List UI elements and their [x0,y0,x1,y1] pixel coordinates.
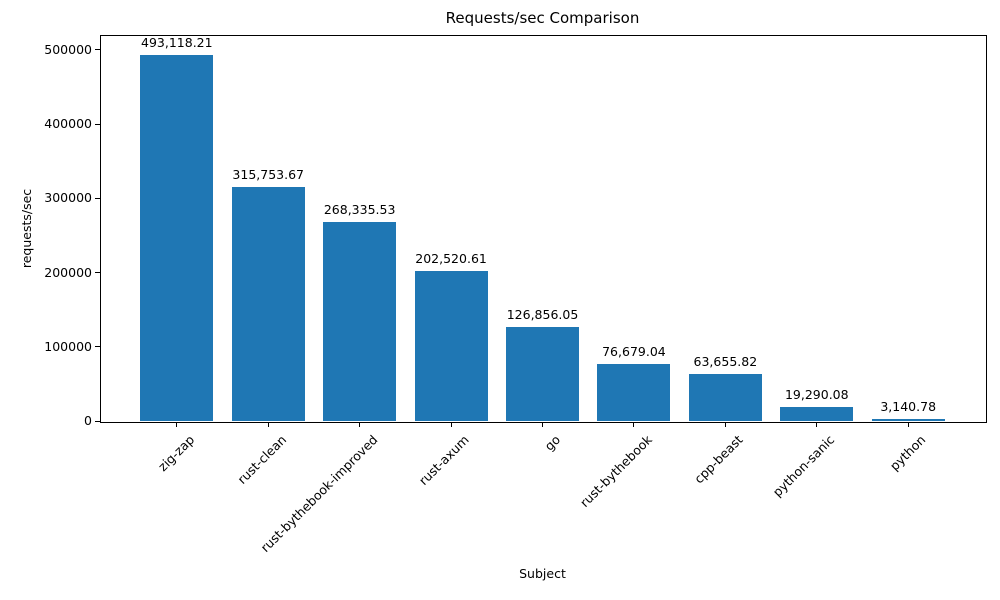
x-tick-mark [542,422,543,427]
y-tick-mark [95,197,100,199]
bar-value-label: 3,140.78 [880,398,937,414]
bar-value-label: 315,753.67 [232,166,305,182]
bar-value-label: 202,520.61 [415,250,487,266]
bar [780,406,854,421]
y-tick-mark [95,123,100,125]
bar [871,418,945,421]
y-tick-mark [95,49,100,51]
x-category-label: zig-zap [155,432,198,475]
y-tick-label: 500000 [44,41,92,57]
y-tick-label: 100000 [44,338,92,354]
x-tick-mark [359,422,361,427]
y-tick-label: 0 [84,413,92,428]
bar [323,221,397,421]
y-tick-mark [95,272,100,274]
bar-value-label: 63,655.82 [693,353,758,369]
bar-value-label: 76,679.04 [602,344,666,360]
x-tick-mark [450,422,452,427]
x-category-label: cpp-beast [691,432,746,487]
bar [414,270,488,421]
x-axis-label: Subject [519,566,566,581]
y-axis-label: requests/sec [19,188,35,268]
bar [140,54,214,421]
bar-value-label: 493,118.21 [141,34,213,50]
bar-value-label: 19,290.08 [784,386,849,402]
y-tick-mark [95,420,100,422]
x-category-label: go [541,432,564,454]
bar-value-label: 126,856.05 [506,306,579,322]
x-tick-mark [267,422,269,427]
bar [597,364,671,421]
x-category-label: rust-bythebook [576,432,655,511]
y-tick-mark [95,346,100,348]
x-tick-mark [724,422,726,427]
chart-title: Requests/sec Comparison [445,9,640,27]
bar [505,326,580,421]
bar-value-label: 268,335.53 [323,201,396,217]
x-category-label: python [887,432,929,474]
y-tick-label: 200000 [44,264,92,280]
bar [231,186,305,421]
y-tick-label: 300000 [44,190,92,206]
x-tick-mark [816,422,818,427]
x-tick-mark [633,422,635,427]
x-category-label: python-sanic [769,432,838,500]
x-tick-mark [176,422,178,427]
x-tick-mark [907,422,909,427]
y-tick-label: 400000 [44,116,92,132]
x-category-label: rust-axum [415,432,472,488]
bar [688,373,762,421]
x-category-label: rust-clean [233,432,289,487]
y-axis-label-container: requests/sec [13,35,41,421]
